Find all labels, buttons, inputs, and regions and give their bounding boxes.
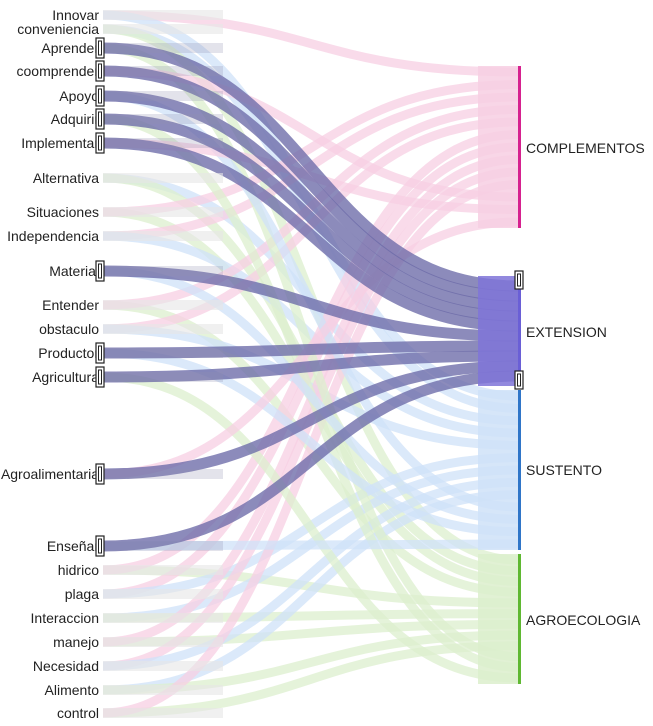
drag-handle-material[interactable]: [95, 260, 105, 282]
target-label-extension: EXTENSION: [526, 324, 607, 340]
source-stub-agricultura: [103, 372, 223, 382]
source-stub-adquirir: [103, 114, 223, 124]
link-agricultura-extension: [102, 350, 519, 383]
link-ensenar-extension: [102, 370, 519, 552]
source-label-innovar: Innovar: [52, 7, 99, 23]
target-labels-layer: COMPLEMENTOS EXTENSION SUSTENTO AGROECOLOGI…: [526, 140, 645, 628]
target-label-complementos: COMPLEMENTOS: [526, 140, 645, 156]
source-stub-situaciones: [103, 207, 223, 217]
target-label-agroecologia: AGROECOLOGIA: [526, 612, 641, 628]
handles-layer: [95, 37, 524, 557]
drag-handle-aprender[interactable]: [95, 37, 105, 59]
target-bars-layer: [478, 66, 521, 684]
source-stub-material: [103, 266, 223, 276]
source-label-alternativa: Alternativa: [33, 170, 99, 186]
link-agricultura-agroecologia: [102, 372, 519, 683]
link-obstaculo-complementos: [102, 117, 519, 334]
target-bar-extension[interactable]: [518, 276, 521, 386]
link-material-sustento: [102, 266, 519, 524]
drag-handle-extension-top[interactable]: [514, 270, 524, 290]
drag-handle-adquirir[interactable]: [95, 108, 105, 130]
source-stub-agroalimentaria: [103, 469, 223, 479]
source-stub-apoyo: [103, 91, 223, 101]
drag-handle-ensenar[interactable]: [95, 535, 105, 557]
drag-handle-agricultura[interactable]: [95, 366, 105, 388]
source-stub-ensenar: [103, 541, 223, 551]
source-stub-aprender: [103, 43, 223, 53]
target-bar-sustento[interactable]: [518, 390, 521, 550]
source-stub-independencia: [103, 231, 223, 241]
source-label-plaga: plaga: [65, 586, 99, 602]
source-label-productor: Productor: [38, 345, 99, 361]
target-band-agroecologia: [478, 554, 518, 684]
source-label-agricultura: Agricultura: [32, 369, 99, 385]
source-label-material: Material: [49, 263, 99, 279]
source-stub-alimento: [103, 685, 223, 695]
source-label-necesidad: Necesidad: [33, 658, 99, 674]
source-label-adquirir: Adquirir: [51, 111, 100, 127]
link-independencia-sustento: [102, 231, 519, 438]
source-stub-alternativa: [103, 173, 223, 183]
source-label-agroalimentaria: Agroalimentaria: [1, 466, 99, 482]
link-necesidad-sustento: [102, 477, 519, 671]
source-stub-productor: [103, 348, 223, 358]
link-implementar-extension: [102, 137, 519, 332]
source-label-ensenar: Enseñar: [47, 538, 99, 554]
source-stub-interaccion: [103, 613, 223, 623]
link-situaciones-complementos: [102, 80, 519, 217]
drag-handle-productor[interactable]: [95, 342, 105, 364]
link-ensenar-sustento: [102, 539, 519, 551]
link-coomprender-extension: [102, 65, 519, 302]
source-label-interaccion: Interaccion: [31, 610, 99, 626]
drag-handle-implementar[interactable]: [95, 132, 105, 154]
source-stub-innovar: [103, 10, 223, 20]
source-label-obstaculo: obstaculo: [39, 321, 99, 337]
links-layer: [102, 10, 519, 718]
source-label-control: control: [57, 705, 99, 721]
drag-handle-coomprender[interactable]: [95, 60, 105, 82]
source-label-hidrico: hidrico: [58, 562, 99, 578]
source-label-situaciones: Situaciones: [27, 204, 99, 220]
source-stub-implementar: [103, 138, 223, 148]
source-stub-manejo: [103, 637, 223, 647]
target-label-sustento: SUSTENTO: [526, 462, 602, 478]
link-control-complementos: [102, 180, 519, 718]
link-apoyo-extension: [102, 90, 519, 312]
link-material-extension: [102, 265, 519, 342]
drag-handle-extension-bottom[interactable]: [514, 370, 524, 390]
source-stub-hidrico: [103, 565, 223, 575]
source-label-apoyo: Apoyo: [59, 88, 99, 104]
link-productor-extension: [102, 340, 519, 359]
drag-handle-agroalimentaria[interactable]: [95, 463, 105, 485]
source-stub-conveniencia: [103, 24, 223, 34]
source-stub-entender: [103, 300, 223, 310]
source-label-manejo: manejo: [53, 634, 99, 650]
target-bar-complementos[interactable]: [518, 66, 521, 228]
target-band-sustento: [478, 390, 518, 550]
link-productor-sustento: [102, 348, 519, 537]
link-agroalimentaria-extension: [102, 360, 519, 480]
drag-handle-apoyo[interactable]: [95, 85, 105, 107]
link-aprender-extension: [102, 42, 519, 292]
source-stub-coomprender: [103, 66, 223, 76]
source-label-coomprender: coomprender: [17, 63, 100, 79]
source-stub-necesidad: [103, 661, 223, 671]
source-label-aprender: Aprender: [41, 40, 99, 56]
target-band-extension: [478, 276, 518, 386]
source-label-independencia: Independencia: [7, 228, 99, 244]
target-band-complementos: [478, 66, 518, 228]
source-label-conveniencia: conveniencia: [17, 21, 99, 37]
source-stub-plaga: [103, 589, 223, 599]
source-stub-obstaculo: [103, 324, 223, 334]
source-stub-control: [103, 708, 223, 718]
target-bar-agroecologia[interactable]: [518, 554, 521, 684]
source-label-implementar: Implementar: [21, 135, 99, 151]
source-label-entender: Entender: [42, 297, 99, 313]
link-adquirir-extension: [102, 113, 519, 322]
source-label-alimento: Alimento: [45, 682, 100, 698]
